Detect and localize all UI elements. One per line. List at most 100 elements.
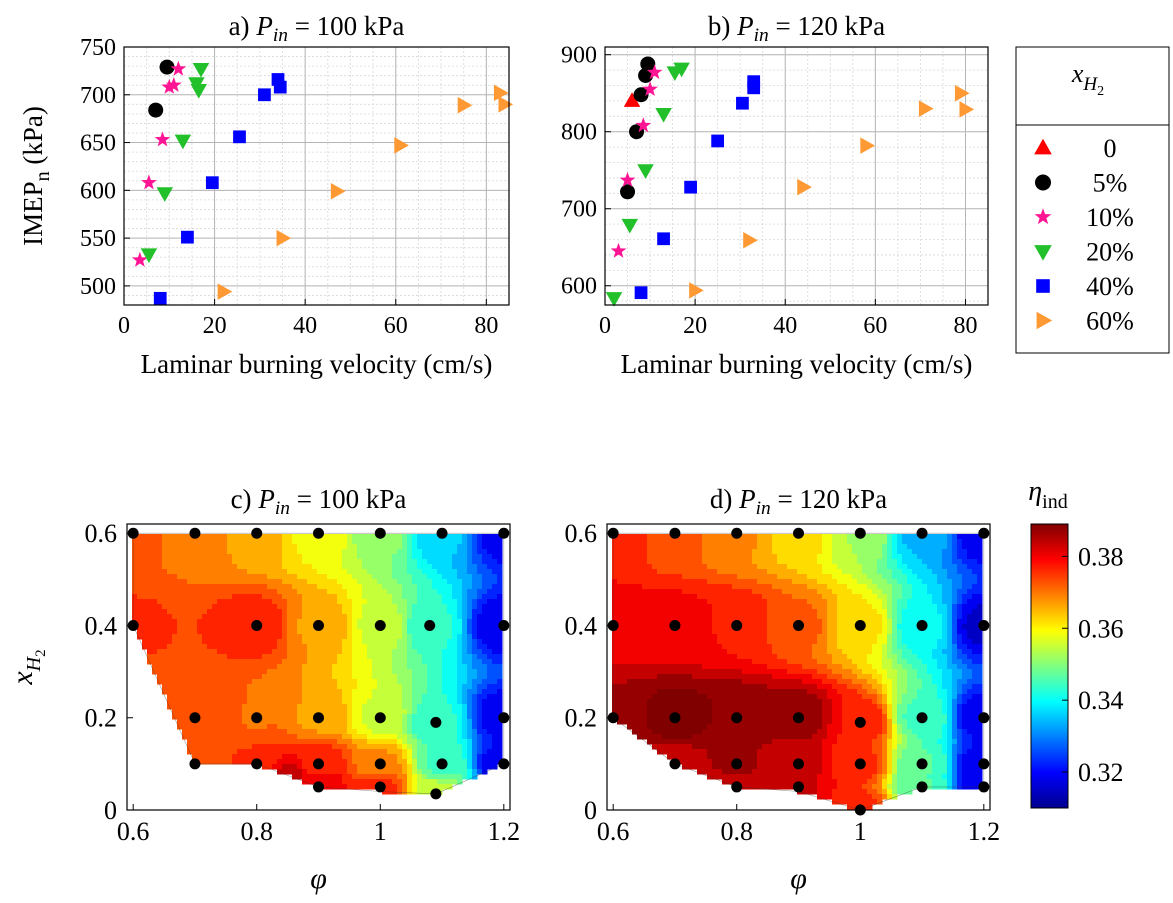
contour-cell [852, 619, 858, 625]
contour-cell [372, 734, 378, 740]
contour-cell [847, 549, 853, 555]
contour-cell [327, 714, 333, 720]
contour-cell [702, 539, 708, 545]
contour-cell [432, 569, 438, 575]
contour-cell [632, 554, 638, 560]
contour-cell [437, 669, 443, 675]
contour-cell [947, 569, 953, 575]
contour-cell [417, 784, 423, 790]
contour-cell [632, 604, 638, 610]
contour-cell [742, 569, 748, 575]
contour-cell [247, 564, 253, 570]
contour-cell [427, 659, 433, 665]
contour-cell [202, 694, 208, 700]
contour-cell [242, 664, 248, 670]
contour-cell [367, 669, 373, 675]
contour-cell [397, 594, 403, 600]
contour-cell [687, 579, 693, 585]
contour-cell [447, 594, 453, 600]
contour-cell [457, 599, 463, 605]
contour-cell [447, 744, 453, 750]
contour-cell [267, 684, 273, 690]
contour-cell [327, 584, 333, 590]
contour-cell [157, 534, 163, 540]
contour-cell [442, 709, 448, 715]
contour-cell [402, 649, 408, 655]
contour-cell [222, 554, 228, 560]
contour-cell [342, 594, 348, 600]
y-tick-label: 900 [561, 43, 597, 69]
contour-cell [397, 699, 403, 705]
contour-cell [362, 624, 368, 630]
contour-cell [432, 564, 438, 570]
contour-cell [412, 664, 418, 670]
contour-cell [402, 584, 408, 590]
contour-cell [637, 609, 643, 615]
contour-cell [852, 609, 858, 615]
contour-cell [912, 539, 918, 545]
contour-cell [807, 544, 813, 550]
contour-cell [352, 769, 358, 775]
contour-cell [492, 684, 498, 690]
contour-cell [812, 549, 818, 555]
contour-cell [402, 569, 408, 575]
contour-cell [657, 599, 663, 605]
contour-cell [362, 714, 368, 720]
contour-cell [177, 714, 183, 720]
contour-cell [762, 544, 768, 550]
contour-cell [452, 724, 458, 730]
contour-cell [342, 759, 348, 765]
contour-cell [807, 609, 813, 615]
contour-cell [327, 704, 333, 710]
contour-cell [627, 619, 633, 625]
contour-cell [362, 784, 368, 790]
contour-cell [647, 579, 653, 585]
contour-cell [162, 669, 168, 675]
contour-cell [482, 689, 488, 695]
contour-cell [237, 684, 243, 690]
contour-cell [397, 639, 403, 645]
contour-cell [397, 614, 403, 620]
contour-cell [397, 744, 403, 750]
contour-cell [292, 624, 298, 630]
contour-cell [377, 554, 383, 560]
contour-cell [177, 564, 183, 570]
contour-cell [962, 549, 968, 555]
contour-cell [457, 669, 463, 675]
contour-cell [332, 634, 338, 640]
contour-cell [447, 714, 453, 720]
contour-cell [457, 694, 463, 700]
contour-cell [372, 749, 378, 755]
contour-cell [257, 654, 263, 660]
contour-cell [357, 724, 363, 730]
contour-cell [727, 589, 733, 595]
contour-cell [437, 709, 443, 715]
contour-cell [162, 554, 168, 560]
contour-cell [422, 559, 428, 565]
contour-cell [357, 674, 363, 680]
contour-cell [697, 589, 703, 595]
contour-cell [167, 589, 173, 595]
contour-cell [427, 729, 433, 735]
contour-cell [477, 604, 483, 610]
contour-cell [267, 614, 273, 620]
contour-cell [722, 574, 728, 580]
contour-cell [347, 609, 353, 615]
contour-cell [227, 539, 233, 545]
contour-cell [302, 744, 308, 750]
contour-cell [927, 544, 933, 550]
contour-cell [267, 724, 273, 730]
contour-cell [477, 669, 483, 675]
contour-cell [497, 544, 503, 550]
contour-cell [472, 569, 478, 575]
contour-cell [262, 659, 268, 665]
contour-cell [237, 634, 243, 640]
contour-cell [802, 559, 808, 565]
contour-cell [422, 704, 428, 710]
contour-cell [332, 639, 338, 645]
contour-cell [957, 599, 963, 605]
contour-cell [892, 609, 898, 615]
contour-cell [227, 574, 233, 580]
contour-cell [637, 599, 643, 605]
contour-cell [212, 594, 218, 600]
